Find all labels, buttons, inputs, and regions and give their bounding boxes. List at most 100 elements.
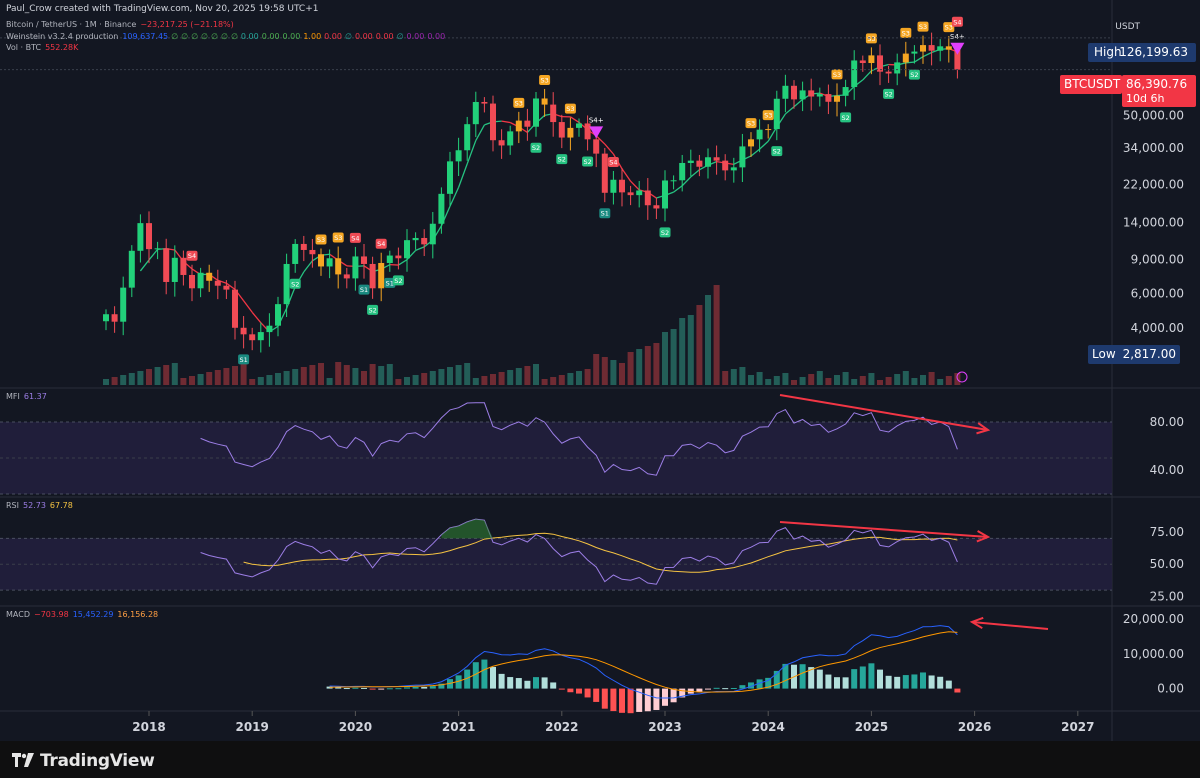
candle: [283, 263, 290, 305]
signal-label: S2: [558, 156, 566, 164]
candle: [447, 161, 453, 194]
volume-bar: [911, 378, 918, 385]
candle: [146, 223, 152, 250]
candle: [240, 327, 247, 335]
macd-histogram-bar: [842, 677, 849, 689]
signal-label: S1: [360, 286, 368, 294]
signal-badge: [951, 16, 963, 27]
macd-histogram-bar: [326, 686, 333, 689]
legend-macd-label[interactable]: MACD: [6, 610, 30, 619]
volume-bar: [687, 315, 694, 385]
legend-main: Bitcoin / TetherUS · 1M · Binance −23,217…: [6, 20, 238, 29]
volume-bar: [662, 332, 668, 385]
legend-weinstein-label[interactable]: Weinstein v3.2.4 production: [6, 32, 119, 41]
legend-rsi-label[interactable]: RSI: [6, 501, 19, 510]
signal-label: S4+: [950, 33, 965, 41]
volume-bar: [533, 364, 539, 385]
currency-label[interactable]: USDT: [1115, 22, 1140, 32]
macd-histogram-bar: [748, 682, 754, 689]
legend-weinstein-value: 0.00: [261, 32, 280, 41]
macd-histogram-bar: [601, 688, 608, 709]
macd-histogram-bar: [705, 688, 711, 690]
legend-change: −23,217.25 (−21.18%): [140, 20, 234, 29]
legend-symbol[interactable]: Bitcoin / TetherUS · 1M · Binance: [6, 20, 137, 29]
signal-label: S4: [377, 240, 385, 248]
ma-segment: [251, 311, 262, 324]
macd-histogram-bar: [636, 688, 643, 712]
signal-label: S2: [583, 158, 591, 166]
candle: [455, 150, 462, 162]
candle: [197, 272, 204, 289]
candle: [421, 237, 428, 245]
candle: [610, 179, 617, 193]
volume-bar: [825, 378, 832, 385]
signal-badge: [349, 232, 361, 243]
macd-histogram-bar: [722, 688, 729, 690]
macd-histogram-bar: [679, 688, 686, 698]
volume-bar: [902, 371, 909, 385]
candle: [275, 304, 281, 326]
price-tick: 9,000.00: [1131, 253, 1184, 267]
volume-bar: [859, 376, 866, 385]
volume-bar: [197, 374, 204, 385]
oscillator-band: [0, 538, 1112, 591]
volume-bar: [894, 374, 901, 385]
signal-label: S3: [919, 23, 927, 31]
signal-label: S2: [841, 114, 849, 122]
macd-tick: 0.00: [1157, 682, 1184, 696]
legend-mfi: MFI 61.37: [6, 392, 51, 401]
chart-credit: Paul_Crow created with TradingView.com, …: [6, 4, 319, 14]
macd-histogram-bar: [894, 676, 901, 689]
volume-bar: [232, 366, 238, 385]
volume-bar: [765, 379, 772, 385]
macd-histogram-bar: [885, 675, 892, 689]
oscillator-band: [0, 422, 1112, 494]
candle: [180, 257, 187, 275]
macd-histogram-bar: [834, 677, 840, 689]
signal-label: S1: [239, 356, 247, 364]
macd-histogram-bar: [610, 688, 617, 712]
legend-vol-label[interactable]: Vol · BTC: [6, 43, 42, 52]
signal-label: S4: [351, 234, 359, 242]
oscillator-tick: 80.00: [1150, 415, 1184, 429]
candle: [653, 205, 660, 209]
macd-histogram-bar: [541, 677, 548, 689]
ma-segment: [922, 51, 932, 58]
legend-mfi-label[interactable]: MFI: [6, 392, 20, 401]
macd-tick: 10,000.00: [1123, 647, 1184, 661]
macd-histogram-bar: [670, 688, 677, 703]
volume-bar: [834, 375, 840, 385]
macd-tick: 20,000.00: [1123, 612, 1184, 626]
signal-badge: [607, 156, 619, 167]
macd-histogram-bar: [928, 675, 935, 689]
candle: [300, 243, 307, 250]
candle: [945, 46, 952, 50]
candle: [266, 325, 273, 333]
ma-segment: [475, 124, 485, 141]
legend-volume: Vol · BTC 552.28K: [6, 43, 82, 52]
volume-bar: [481, 376, 488, 385]
candle: [292, 243, 299, 264]
candle: [369, 263, 376, 289]
x-tick-label: 2019: [235, 720, 268, 734]
tradingview-logo[interactable]: TradingView: [12, 751, 155, 771]
signal-label: S3: [334, 234, 342, 242]
candle: [558, 122, 565, 138]
candle: [662, 180, 668, 209]
macd-histogram-bar: [739, 685, 746, 689]
signal-badge: [659, 227, 671, 238]
ma-segment: [148, 248, 159, 261]
signal-badge: [375, 238, 387, 249]
x-tick-label: 2025: [855, 720, 888, 734]
signal-badge: [186, 250, 198, 261]
candle: [825, 94, 832, 102]
macd-histogram-bar: [877, 669, 883, 689]
macd-histogram-bar: [619, 688, 625, 713]
legend-weinstein: Weinstein v3.2.4 production 109,637.45 ∅ ∅ ∅…: [6, 32, 452, 41]
high-marker: High 126,199.63: [1088, 43, 1196, 62]
signal-label: S3: [902, 29, 910, 37]
price-tick: 4,000.00: [1131, 321, 1184, 335]
signal-label: S2: [291, 280, 299, 288]
candle: [103, 314, 109, 322]
signal-badge: [599, 208, 611, 219]
